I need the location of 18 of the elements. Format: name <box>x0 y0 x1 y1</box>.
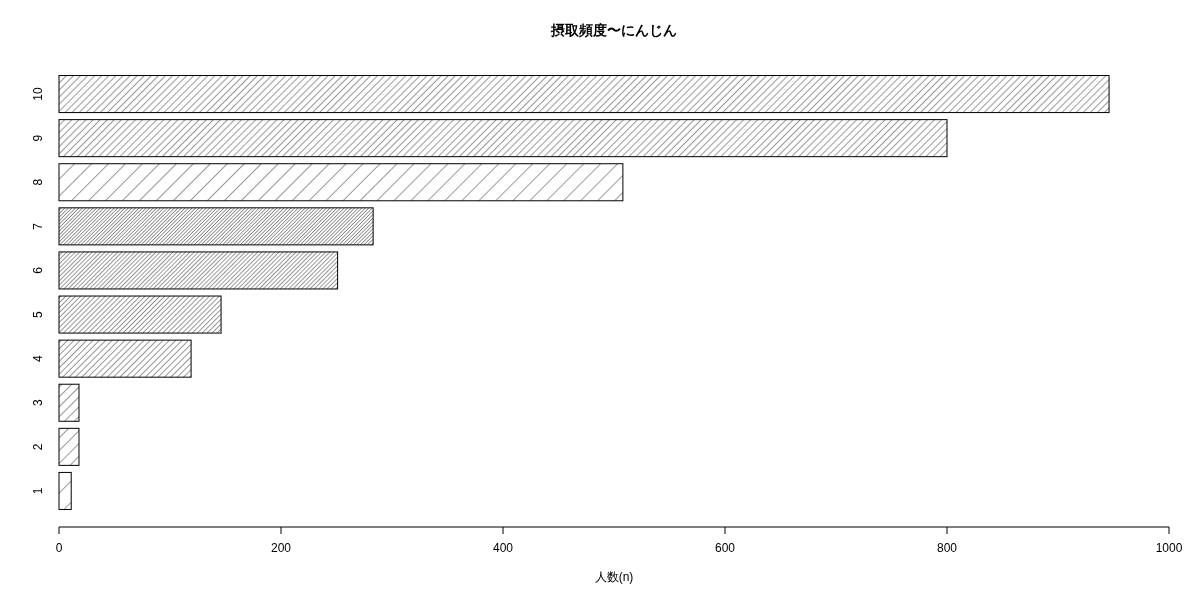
y-tick-label: 4 <box>31 354 45 362</box>
y-tick-label: 1 <box>31 487 45 495</box>
y-tick-label: 5 <box>31 310 45 318</box>
x-axis-title: 人数(n) <box>594 570 634 584</box>
x-tick-label: 200 <box>270 541 292 555</box>
y-tick-label: 9 <box>31 134 45 142</box>
x-tick-label: 400 <box>492 541 514 555</box>
x-tick-label: 800 <box>936 541 958 555</box>
x-tick-label: 1000 <box>1155 541 1183 555</box>
y-tick-label: 6 <box>31 266 45 274</box>
y-tick-label: 10 <box>31 87 45 101</box>
y-tick-label: 7 <box>31 222 45 230</box>
y-tick-label: 8 <box>31 178 45 186</box>
y-tick-label: 2 <box>31 443 45 451</box>
chart-title: 摂取頻度〜にんじん <box>550 22 677 38</box>
x-tick-label: 600 <box>714 541 736 555</box>
x-tick-label: 0 <box>55 541 63 555</box>
y-tick-label: 3 <box>31 399 45 407</box>
